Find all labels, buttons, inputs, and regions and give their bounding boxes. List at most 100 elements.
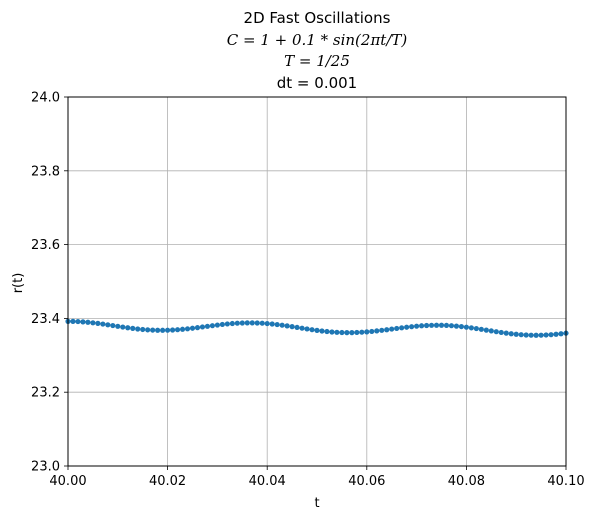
- data-point: [448, 323, 455, 329]
- data-point: [493, 329, 499, 335]
- data-point: [523, 332, 529, 338]
- axes-frame: [67, 96, 567, 467]
- data-point: [319, 328, 325, 334]
- chart-subtitle-formula: C = 1 + 0.1 * sin(2πt/T): [226, 31, 408, 49]
- data-point: [458, 323, 465, 330]
- data-point: [369, 328, 375, 335]
- data-point: [249, 320, 255, 326]
- data-point: [244, 320, 250, 326]
- data-point: [324, 328, 330, 335]
- data-point: [130, 325, 136, 331]
- data-point: [135, 326, 141, 332]
- data-point: [508, 331, 514, 337]
- data-point: [414, 323, 420, 329]
- data-point: [279, 322, 285, 328]
- data-point: [404, 324, 410, 330]
- data-point: [145, 327, 151, 333]
- x-axis-label: t: [314, 496, 319, 511]
- data-point: [304, 326, 310, 332]
- chart-subtitle-timestep: dt = 0.001: [276, 74, 358, 92]
- data-point: [533, 332, 539, 338]
- data-point: [150, 327, 156, 333]
- data-point: [364, 329, 370, 335]
- data-point: [478, 326, 484, 332]
- data-point: [344, 330, 350, 336]
- y-axis-label: r(t): [11, 273, 26, 294]
- data-point: [518, 332, 524, 338]
- data-point: [184, 326, 191, 332]
- data-point: [110, 322, 116, 329]
- data-point: [384, 327, 390, 333]
- data-point: [199, 324, 206, 330]
- data-point: [95, 320, 101, 326]
- data-point: [294, 324, 300, 331]
- data-point: [453, 323, 460, 329]
- data-point: [423, 322, 430, 329]
- chart-subtitle-period: T = 1/25: [284, 52, 350, 70]
- data-point: [349, 330, 355, 336]
- data-point: [155, 327, 161, 333]
- data-point: [399, 325, 405, 331]
- data-point: [463, 324, 469, 330]
- data-point: [513, 331, 519, 337]
- grid-lines: [67, 96, 567, 467]
- data-point: [543, 332, 549, 338]
- data-point: [359, 329, 365, 335]
- data-point: [488, 328, 494, 334]
- data-point: [553, 331, 559, 337]
- x-tick-label: 40.10: [547, 474, 584, 489]
- data-point: [498, 329, 504, 336]
- data-point: [329, 329, 335, 335]
- data-point: [105, 322, 111, 328]
- data-point: [239, 320, 245, 326]
- data-point: [299, 325, 305, 331]
- data-point: [160, 327, 166, 333]
- y-tick-label: 23.6: [31, 238, 60, 253]
- data-point: [289, 324, 295, 330]
- data-point: [394, 325, 400, 332]
- data-point: [234, 320, 240, 326]
- data-point: [140, 326, 146, 333]
- data-point: [254, 320, 260, 326]
- data-point: [120, 324, 126, 330]
- data-point: [438, 322, 445, 328]
- data-point: [125, 325, 131, 331]
- chart-title: 2D Fast Oscillations: [243, 9, 391, 27]
- data-point: [428, 322, 435, 328]
- data-point: [224, 321, 230, 327]
- x-tick-label: 40.04: [249, 474, 286, 489]
- data-point: [80, 319, 86, 325]
- data-point: [558, 331, 564, 337]
- data-point: [418, 323, 425, 329]
- data-point: [354, 329, 360, 336]
- data-point: [314, 327, 320, 333]
- data-point: [174, 327, 181, 333]
- data-point: [443, 322, 450, 329]
- x-tick-label: 40.08: [448, 474, 485, 489]
- y-tick-label: 23.0: [31, 460, 60, 475]
- data-point: [70, 318, 76, 324]
- data-point: [85, 319, 91, 325]
- data-point: [334, 329, 340, 335]
- data-point: [468, 325, 474, 331]
- data-point: [169, 327, 176, 333]
- data-point: [75, 318, 81, 325]
- data-point: [538, 332, 544, 338]
- data-point: [219, 321, 225, 328]
- data-point: [269, 321, 275, 327]
- data-point: [433, 322, 440, 328]
- data-point: [528, 332, 534, 338]
- data-point: [483, 327, 489, 333]
- data-point: [379, 327, 385, 333]
- x-tick-label: 40.02: [149, 474, 186, 489]
- x-tick-label: 40.00: [49, 474, 86, 489]
- data-point: [229, 320, 235, 327]
- data-point: [209, 323, 216, 329]
- data-point: [548, 332, 554, 338]
- data-point: [409, 324, 415, 330]
- data-point: [189, 325, 196, 331]
- data-point: [204, 323, 211, 329]
- data-point: [309, 327, 315, 333]
- data-point: [179, 326, 186, 332]
